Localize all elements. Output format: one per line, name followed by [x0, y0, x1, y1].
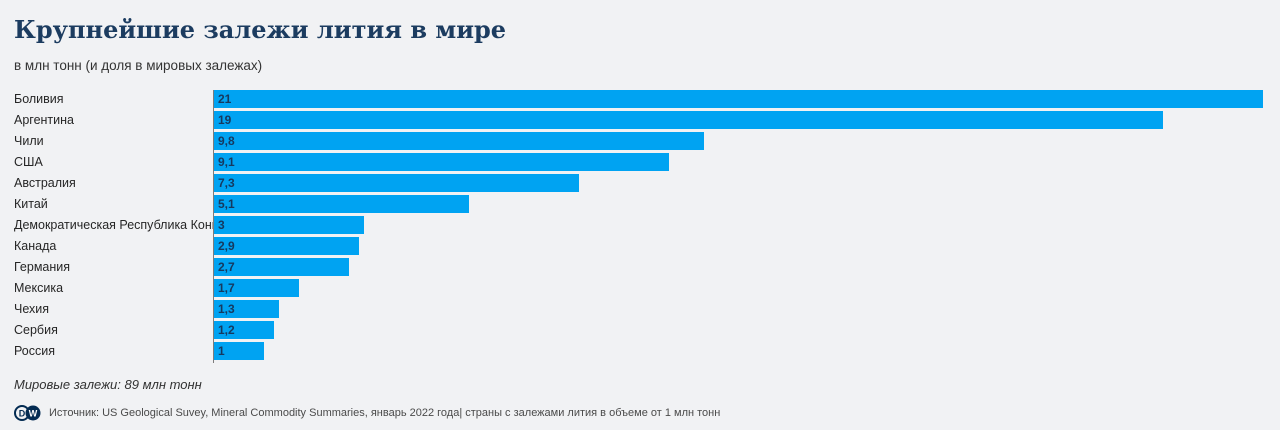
svg-text:D: D	[19, 409, 26, 419]
bar: 1,3	[214, 300, 279, 318]
category-label: Чехия	[14, 302, 50, 316]
bar-value-label: 7,3	[218, 176, 235, 190]
bar-row: 2,7	[214, 258, 1263, 276]
bar: 19	[214, 111, 1164, 129]
category-label: Демократическая Республика Конго	[14, 218, 213, 232]
bar-row: 9,1	[214, 153, 1263, 171]
bar-value-label: 1,3	[218, 302, 235, 316]
bar: 21	[214, 90, 1263, 108]
bar-value-label: 2,9	[218, 239, 235, 253]
bar: 1,7	[214, 279, 299, 297]
bar-row: 3	[214, 216, 1263, 234]
category-label: Германия	[14, 260, 71, 274]
bar-chart: Боливия Аргентина Чили США Австралия Китай Дем…	[14, 90, 1263, 363]
category-label: Сербия	[14, 323, 58, 337]
bar: 3	[214, 216, 364, 234]
bar-value-label: 9,1	[218, 155, 235, 169]
bar-value-label: 1,2	[218, 323, 235, 337]
bar-value-label: 19	[218, 113, 232, 127]
category-label: Чили	[14, 134, 44, 148]
bar: 7,3	[214, 174, 579, 192]
bar: 2,7	[214, 258, 349, 276]
bar-value-label: 9,8	[218, 134, 235, 148]
source-row: D W Источник: US Geological Suvey, Miner…	[14, 405, 1263, 421]
bar-row: 21	[214, 90, 1263, 108]
svg-text:W: W	[29, 409, 38, 419]
bar-row: 2,9	[214, 237, 1263, 255]
category-label: Боливия	[14, 92, 64, 106]
bar-row: 5,1	[214, 195, 1263, 213]
bar-value-label: 3	[218, 218, 225, 232]
category-label: Мексика	[14, 281, 64, 295]
page-title: Крупнейшие залежи лития в мире	[14, 15, 507, 44]
bar: 1,2	[214, 321, 274, 339]
bar: 5,1	[214, 195, 469, 213]
bar: 2,9	[214, 237, 359, 255]
chart-footnote: Мировые залежи: 89 млн тонн	[14, 377, 202, 392]
bar-row: 7,3	[214, 174, 1263, 192]
bar-row: 1,7	[214, 279, 1263, 297]
bar-row: 1,2	[214, 321, 1263, 339]
bar-value-label: 21	[218, 92, 232, 106]
category-labels-column: Боливия Аргентина Чили США Австралия Китай Дем…	[14, 90, 213, 363]
category-label: Австралия	[14, 176, 76, 190]
category-label: Россия	[14, 344, 55, 358]
bar-row: 1,3	[214, 300, 1263, 318]
category-label: США	[14, 155, 43, 169]
bar-row: 19	[214, 111, 1263, 129]
bars-column: 21 19 9,8 9,1 7,3 5,1 3 2,9 2,7 1,7 1,3 1,2 1	[213, 90, 1263, 363]
bar-value-label: 1,7	[218, 281, 235, 295]
bar-row: 1	[214, 342, 1263, 360]
bar: 9,1	[214, 153, 669, 171]
bar: 1	[214, 342, 264, 360]
dw-logo-icon: D W	[14, 405, 41, 421]
category-label: Китай	[14, 197, 48, 211]
bar-value-label: 1	[218, 344, 225, 358]
bar-value-label: 2,7	[218, 260, 235, 274]
source-text: Источник: US Geological Suvey, Mineral C…	[49, 407, 721, 419]
category-label: Канада	[14, 239, 57, 253]
chart-subtitle: в млн тонн (и доля в мировых залежах)	[14, 58, 263, 73]
category-label: Аргентина	[14, 113, 74, 127]
bar-row: 9,8	[214, 132, 1263, 150]
bar: 9,8	[214, 132, 704, 150]
bar-value-label: 5,1	[218, 197, 235, 211]
